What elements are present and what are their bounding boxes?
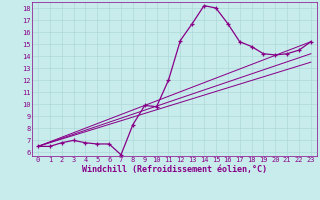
X-axis label: Windchill (Refroidissement éolien,°C): Windchill (Refroidissement éolien,°C) (82, 165, 267, 174)
